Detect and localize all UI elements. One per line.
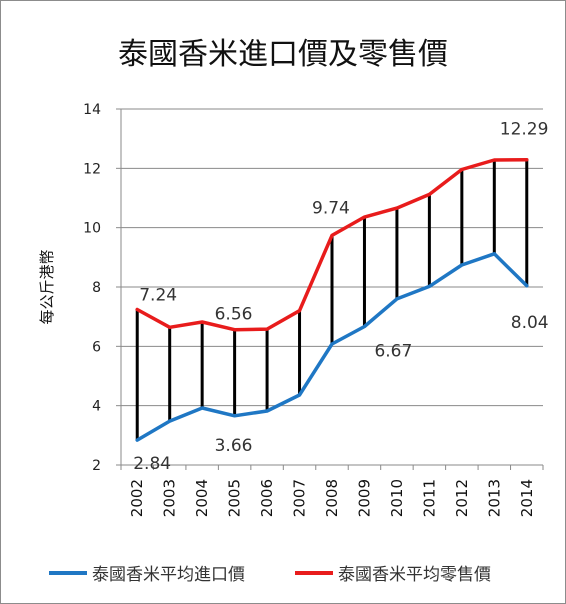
x-tick-label: 2009 bbox=[355, 479, 373, 517]
x-tick-label: 2010 bbox=[388, 479, 406, 517]
x-tick-label: 2005 bbox=[226, 479, 244, 517]
y-tick-label: 2 bbox=[92, 458, 101, 474]
data-label: 3.66 bbox=[215, 436, 253, 456]
legend: 泰國香米平均進口價 泰國香米平均零售價 bbox=[49, 565, 491, 585]
connector-lines bbox=[135, 159, 529, 441]
y-tick-labels: 2 4 6 8 10 12 14 bbox=[83, 102, 101, 474]
x-tick-label: 2013 bbox=[485, 479, 503, 517]
x-tick-label: 2011 bbox=[420, 479, 438, 517]
data-label: 8.04 bbox=[511, 313, 549, 333]
data-labels: 7.24 6.56 9.74 12.29 2.84 3.66 6.67 8.04 bbox=[133, 120, 548, 474]
x-tick-labels: 2002 2003 2004 2005 2006 2007 2008 2009 2010 2011… bbox=[128, 479, 536, 517]
legend-label: 泰國香米平均進口價 bbox=[92, 565, 245, 585]
x-tick-label: 2006 bbox=[258, 479, 276, 517]
data-label: 7.24 bbox=[139, 286, 177, 306]
y-axis-label: 每公斤港幣 bbox=[38, 249, 56, 324]
x-tick-label: 2014 bbox=[518, 479, 536, 517]
series-line-1 bbox=[135, 157, 529, 332]
series-line-0 bbox=[135, 252, 529, 442]
chart-title: 泰國香米進口價及零售價 bbox=[118, 37, 448, 72]
y-tick-label: 12 bbox=[83, 161, 101, 177]
x-tick-label: 2003 bbox=[161, 479, 179, 517]
y-tick-label: 14 bbox=[83, 102, 101, 118]
y-tick-label: 6 bbox=[92, 339, 101, 355]
data-label: 6.56 bbox=[215, 305, 253, 325]
y-tick-label: 8 bbox=[92, 280, 101, 296]
x-tick-label: 2004 bbox=[193, 479, 211, 517]
data-label: 12.29 bbox=[500, 120, 549, 140]
series-lines bbox=[135, 157, 529, 442]
data-label: 2.84 bbox=[133, 454, 171, 474]
data-label: 9.74 bbox=[312, 198, 350, 218]
legend-label: 泰國香米平均零售價 bbox=[338, 565, 491, 585]
data-label: 6.67 bbox=[374, 341, 412, 361]
x-tick-label: 2008 bbox=[323, 479, 341, 517]
x-tick-label: 2002 bbox=[128, 479, 146, 517]
x-tick-label: 2007 bbox=[291, 479, 309, 517]
y-tick-label: 4 bbox=[92, 399, 101, 415]
axes bbox=[116, 108, 544, 470]
x-tick-label: 2012 bbox=[453, 479, 471, 517]
y-tick-label: 10 bbox=[83, 221, 101, 237]
